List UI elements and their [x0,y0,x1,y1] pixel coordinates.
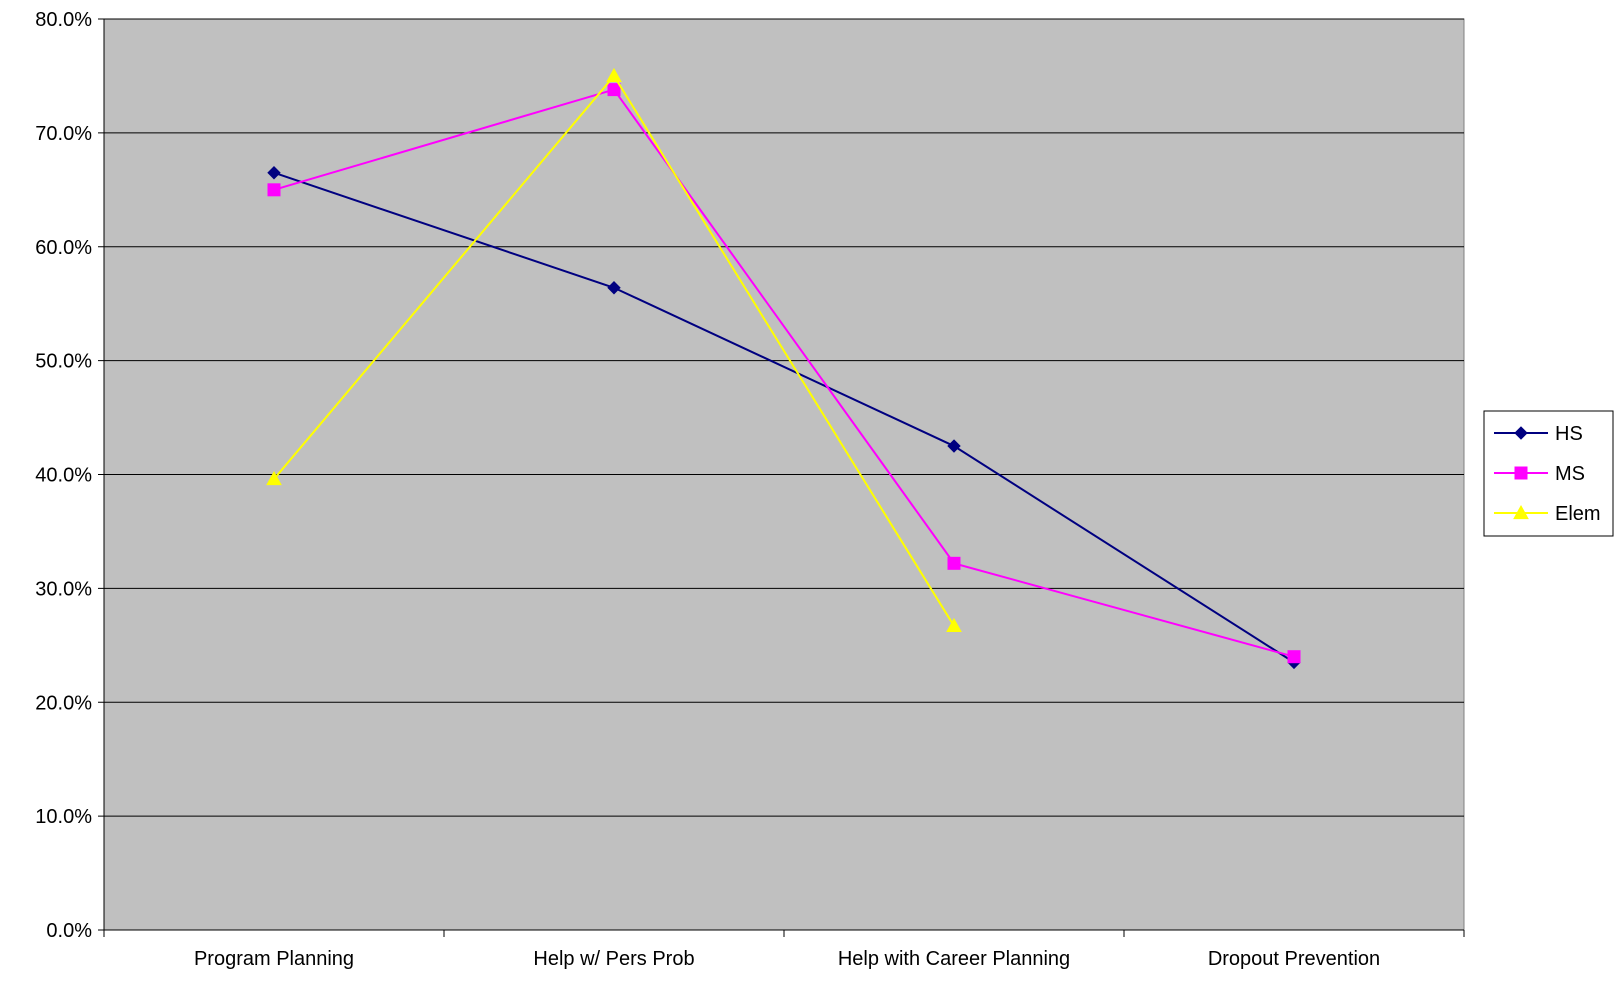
data-point-diamond [947,439,961,453]
x-tick-label: Dropout Prevention [1208,948,1380,970]
y-tick-label: 10.0% [35,806,92,828]
series-elem [266,67,962,633]
data-point-square [947,556,961,570]
y-tick-label: 30.0% [35,578,92,600]
legend-label: HS [1555,423,1583,445]
data-point-square [1287,650,1301,664]
data-point-square [607,83,621,97]
series-line [273,88,1295,658]
series-line [273,171,1295,664]
x-axis-ticks: Program Planning Help w/ Pers Prob Help wi… [103,930,1465,970]
data-point-diamond [1514,426,1528,440]
y-tick-label: 50.0% [35,351,92,373]
legend-item: HS [1494,423,1583,445]
legend-item: Elem [1494,503,1601,525]
series-layer [266,67,1301,670]
legend-label: MS [1555,463,1585,485]
data-point-diamond [607,281,621,295]
x-tick-label: Help w/ Pers Prob [533,948,694,970]
x-tick-label: Help with Career Planning [838,948,1070,970]
y-tick-label: 70.0% [35,123,92,145]
data-point-square [1514,466,1528,480]
data-point-triangle [946,617,962,633]
data-point-square [267,183,281,197]
x-tick-label: Program Planning [194,948,354,970]
y-tick-label: 60.0% [35,237,92,259]
data-point-triangle [266,471,282,486]
y-tick-label: 80.0% [35,9,92,31]
data-point-triangle [1513,504,1529,520]
series-ms [267,83,1301,664]
y-tick-label: 0.0% [46,920,92,942]
gridlines [104,18,1464,817]
legend-item: MS [1494,463,1585,485]
legend-label: Elem [1555,503,1601,525]
data-point-diamond [267,166,281,180]
y-axis-ticks: 0.0% 10.0% 20.0% 30.0% 40.0% 50.0% 60.0% 70.0% 8… [35,9,104,942]
legend: HS MS Elem [1483,410,1614,537]
data-point-triangle [606,67,622,83]
y-tick-label: 40.0% [35,465,92,487]
y-tick-label: 20.0% [35,692,92,714]
